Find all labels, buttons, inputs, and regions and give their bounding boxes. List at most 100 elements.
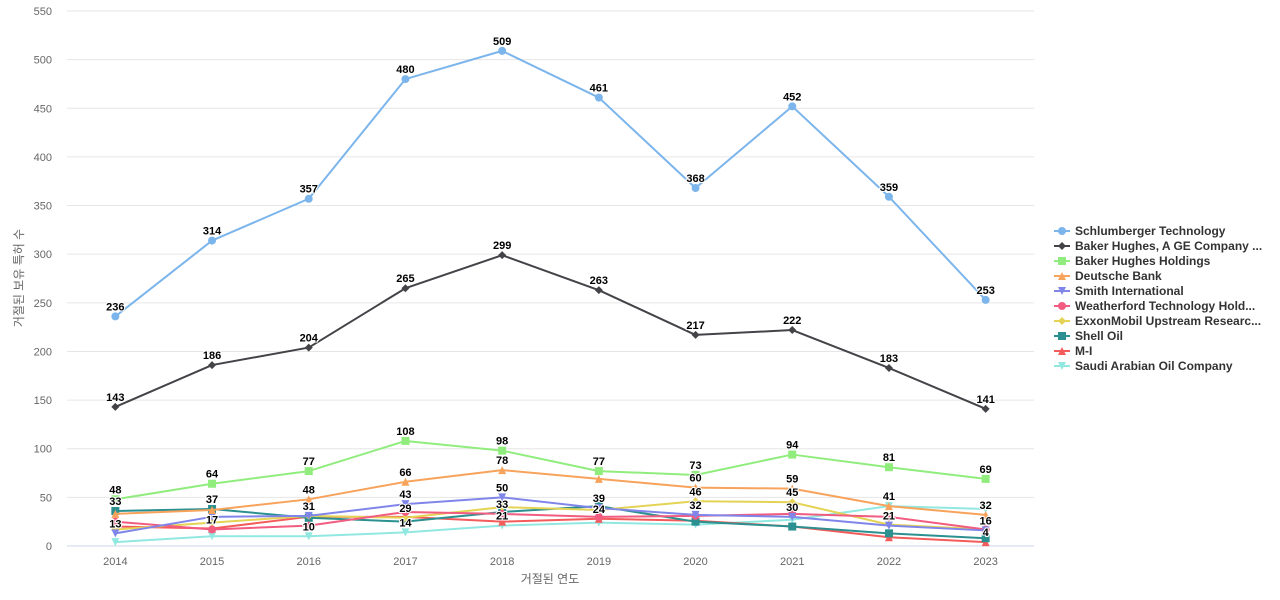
x-tick-label: 2020 [683,556,707,568]
data-point [304,194,313,203]
data-label: 60 [689,473,701,485]
x-tick-label: 2017 [393,556,417,568]
data-label: 30 [786,502,798,514]
data-point [401,513,410,522]
data-point [691,517,700,526]
data-label: 64 [206,469,219,481]
data-label: 31 [303,501,315,513]
data-point [691,497,700,506]
data-point [981,505,990,514]
data-label: 81 [883,452,895,464]
data-label: 21 [496,511,508,523]
data-label: 29 [399,503,411,515]
data-point [691,483,700,492]
legend-item[interactable]: Baker Hughes Holdings [1054,254,1211,268]
data-label: 108 [396,426,414,438]
legend-item[interactable]: Saudi Arabian Oil Company [1054,359,1233,373]
data-point [788,522,797,531]
data-label: 98 [496,436,508,448]
data-point [498,509,507,518]
data-point [208,512,217,521]
x-axis: 2014 2015 2016 2017 2018 2019 2020 2021 2022 2023 [67,545,1034,568]
legend-marker [1058,347,1066,355]
data-point [981,534,990,543]
data-label: 41 [883,491,895,503]
data-point [981,295,990,304]
data-label: 217 [686,320,704,332]
data-point [208,506,217,515]
data-point [208,479,217,488]
data-point [691,184,700,193]
data-label: 39 [593,493,605,505]
legend-item[interactable]: Deutsche Bank [1054,269,1162,283]
data-point [401,436,410,445]
data-point [884,512,893,521]
legend-item[interactable]: Schlumberger Technology [1054,224,1226,238]
data-point [111,495,120,504]
gridlines [67,10,1034,547]
legend-marker [1058,257,1066,265]
data-label: 143 [106,392,124,404]
legend-item[interactable]: M-I [1054,344,1092,358]
data-point [208,361,217,370]
legend-marker [1058,317,1066,325]
legend-marker [1058,287,1066,295]
data-point [401,507,410,516]
data-point [498,446,507,455]
y-tick-label: 400 [34,152,52,164]
data-point [401,284,410,293]
data-point [401,500,410,509]
data-point [304,343,313,352]
legend-item[interactable]: Baker Hughes, A GE Company ... [1054,239,1262,253]
data-point [884,463,893,472]
data-point [111,312,120,321]
series-4 [111,493,990,538]
data-point [594,286,603,295]
data-point [498,466,507,475]
data-label: 10 [303,521,315,533]
data-point [498,517,507,526]
data-point [111,402,120,411]
data-label: 186 [203,350,221,362]
data-point [111,517,120,526]
data-point [594,504,603,513]
data-label: 461 [590,83,608,95]
x-axis-title: 거절된 연도 [521,572,580,586]
y-tick-label: 100 [34,444,52,456]
y-tick-label: 0 [46,541,52,553]
y-tick-label: 200 [34,346,52,358]
data-point [884,502,893,511]
legend-item[interactable]: ExxonMobil Upstream Researc... [1054,314,1261,328]
legend-label: Baker Hughes, A GE Company ... [1075,239,1262,253]
legend-label: Schlumberger Technology [1075,224,1226,238]
series-line [114,254,987,410]
data-labels: 2363143574805094613684523592531431862042… [105,35,996,540]
legend-item[interactable]: Shell Oil [1054,329,1123,343]
series-line [115,469,986,516]
data-label: 222 [783,315,801,327]
data-label: 48 [109,484,121,496]
data-point [208,518,217,527]
series-line [115,500,986,531]
data-label: 314 [203,226,222,238]
legend-item[interactable]: Smith International [1054,284,1184,298]
data-point [691,470,700,479]
data-point [788,512,797,521]
data-point [981,510,990,519]
data-label: 14 [399,517,412,529]
series-line [114,49,987,318]
legend-item[interactable]: Weatherford Technology Hold... [1054,299,1255,313]
y-tick-label: 300 [34,249,52,261]
series-line [115,510,986,531]
legend-marker [1058,362,1066,370]
data-label: 359 [880,182,898,194]
data-label: 94 [786,440,799,452]
data-label: 357 [300,184,318,196]
data-point [304,467,313,476]
data-label: 48 [303,484,315,496]
legend-marker [1058,272,1066,280]
data-point [981,474,990,483]
x-tick-label: 2015 [200,556,224,568]
data-point [884,521,893,530]
